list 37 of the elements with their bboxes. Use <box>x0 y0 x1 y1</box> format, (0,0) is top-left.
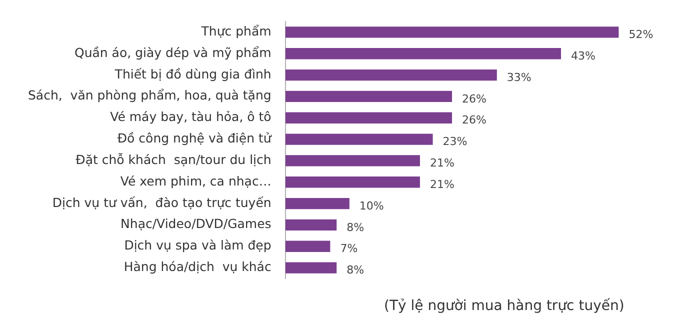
y-tick-label: Vé máy bay, tàu hỏa, ô tô <box>110 109 272 124</box>
y-tick-label: Thực phẩm <box>200 23 272 38</box>
y-tick-label: Dịch vụ tư vấn, đào tạo trực tuyến <box>52 194 272 210</box>
data-label: 8% <box>346 264 364 277</box>
y-tick-label: Sách, văn phòng phẩm, hoa, quà tặng <box>28 88 272 103</box>
bar <box>285 90 452 102</box>
bar <box>285 112 452 124</box>
data-label: 21% <box>430 178 454 191</box>
text: (Tỷ lệ người mua hàng trực tuyến) <box>384 298 624 314</box>
bar <box>285 48 562 60</box>
bar <box>285 69 497 81</box>
data-label: 23% <box>442 135 468 148</box>
y-tick-label: Vé xem phim, ca nhạc… <box>120 173 272 188</box>
data-label: 8% <box>346 220 364 234</box>
data-label: 7% <box>340 242 358 256</box>
data-label: 43% <box>571 49 596 62</box>
data-label: 33% <box>506 70 532 84</box>
y-tick-label: Nhạc/Video/DVD/Games <box>120 216 272 232</box>
y-tick-label: Dịch vụ spa và làm đẹp <box>124 238 272 253</box>
data-label: 26% <box>462 92 486 106</box>
data-label: 21% <box>430 156 454 170</box>
data-label: 26% <box>462 114 486 127</box>
y-tick-label: Đặt chỗ khách sạn/tour du lịch <box>76 152 272 167</box>
bar <box>285 240 330 252</box>
bar <box>285 198 350 210</box>
y-tick-label: Đồ công nghệ và điện tử <box>117 130 272 146</box>
bar <box>285 176 420 188</box>
y-tick-label: Quần áo, giày dép và mỹ phẩm <box>74 44 272 60</box>
bar <box>285 219 337 231</box>
y-tick-label: Hàng hóa/dịch vụ khác <box>124 259 272 274</box>
bar <box>285 155 420 166</box>
bar <box>285 134 433 145</box>
data-label: 10% <box>359 199 384 212</box>
data-label: 52% <box>628 28 654 42</box>
bar <box>285 262 337 274</box>
bar <box>285 26 619 38</box>
y-tick-label: Thiết bị đồ dùng gia đình <box>114 66 272 82</box>
